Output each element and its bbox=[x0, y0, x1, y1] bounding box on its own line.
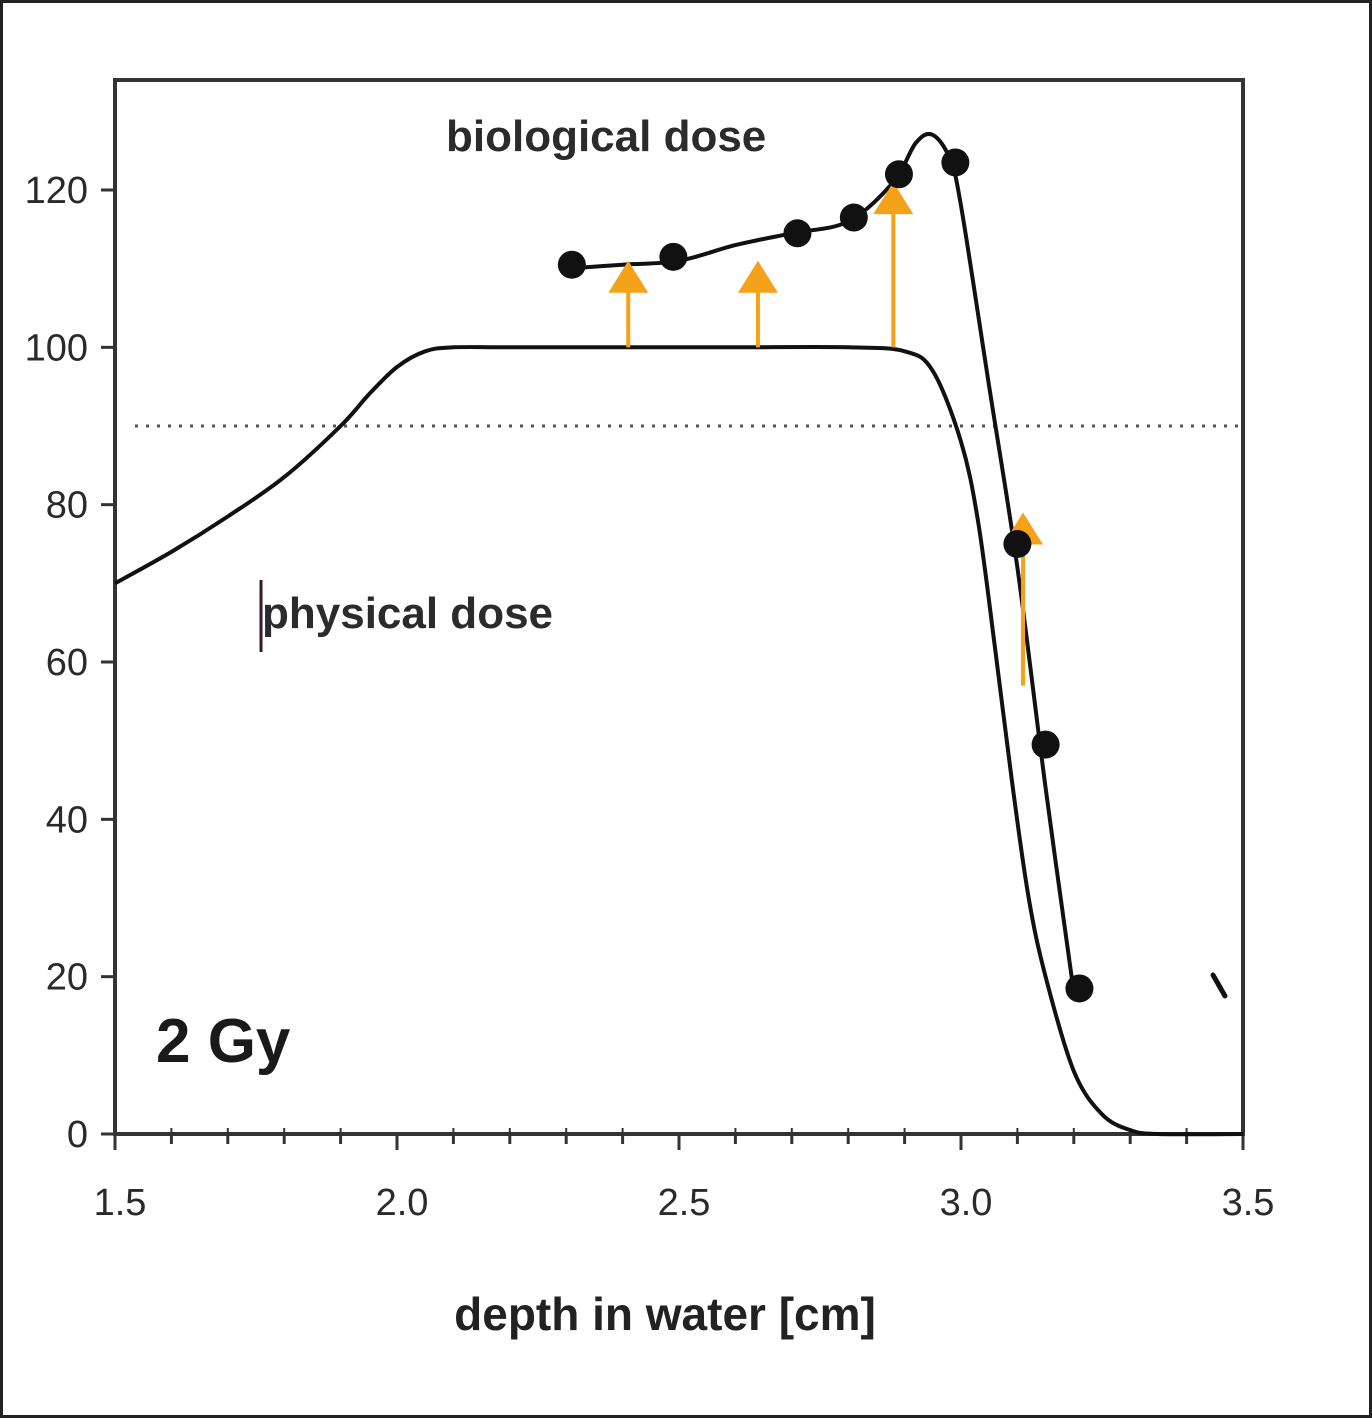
biological-dose-marker bbox=[839, 203, 868, 232]
y-tick-label: 120 bbox=[25, 170, 88, 212]
biological-dose-marker bbox=[884, 160, 913, 189]
dose-increase-arrow-head bbox=[608, 260, 649, 293]
x-tick-label: 1.5 bbox=[94, 1182, 147, 1224]
biological-dose-marker bbox=[1065, 974, 1094, 1003]
physical-dose-label: physical dose bbox=[262, 589, 553, 638]
dose-increase-arrow-head bbox=[737, 260, 778, 293]
biological-dose-marker bbox=[783, 219, 812, 248]
y-tick-label: 100 bbox=[25, 327, 88, 369]
biological-dose-curve bbox=[566, 131, 1076, 993]
y-tick-label: 60 bbox=[46, 642, 88, 684]
y-tick-label: 80 bbox=[46, 485, 88, 527]
x-tick-label: 2.0 bbox=[376, 1182, 429, 1224]
x-axis-title: depth in water [cm] bbox=[454, 1288, 876, 1340]
tick-marks bbox=[101, 188, 1245, 1150]
biological-dose-marker bbox=[941, 148, 970, 177]
curve-layer bbox=[114, 131, 1244, 1137]
biological-dose-marker bbox=[1031, 730, 1060, 759]
physical-dose-curve bbox=[114, 345, 1244, 1137]
biological-dose-marker bbox=[659, 242, 688, 271]
y-tick-label: 0 bbox=[67, 1114, 88, 1156]
marker-layer bbox=[557, 148, 1094, 1003]
x-tick-label: 2.5 bbox=[658, 1182, 711, 1224]
dose-increase-arrow-head bbox=[873, 182, 914, 215]
biological-dose-marker bbox=[557, 250, 586, 279]
x-tick-labels: 1.5 2.0 2.5 3.0 3.5 bbox=[94, 1182, 1275, 1224]
stray-mark bbox=[1210, 972, 1228, 999]
x-tick-label: 3.0 bbox=[940, 1182, 993, 1224]
y-tick-label: 40 bbox=[46, 799, 88, 841]
biological-dose-label: biological dose bbox=[446, 112, 766, 161]
biological-dose-marker bbox=[1003, 530, 1032, 558]
x-tick-label: 3.5 bbox=[1222, 1182, 1275, 1224]
y-tick-label: 20 bbox=[46, 957, 88, 999]
dose-value-label: 2 Gy bbox=[156, 1007, 291, 1076]
y-tick-labels: 0 20 40 60 80 100 120 bbox=[25, 170, 88, 1156]
plot-area bbox=[101, 78, 1245, 1150]
